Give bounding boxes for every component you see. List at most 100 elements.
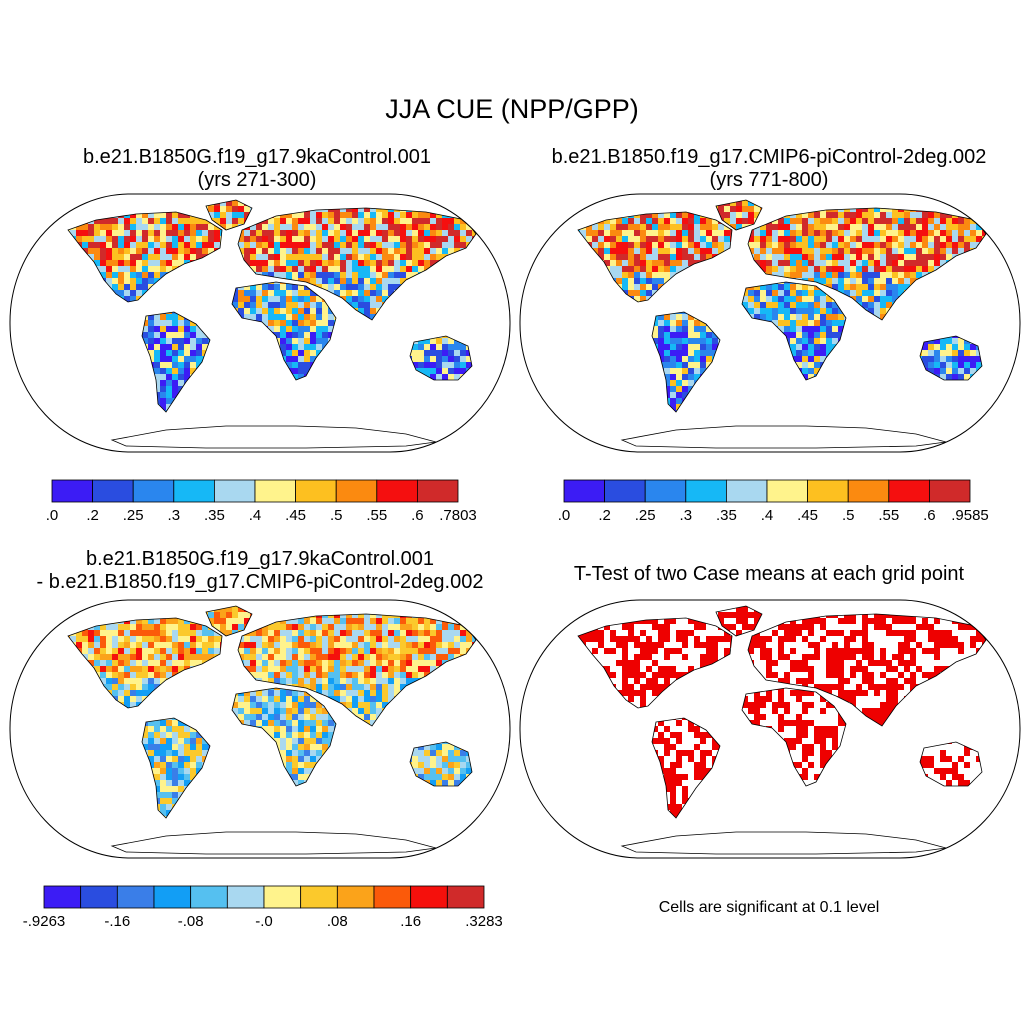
grid-cell bbox=[82, 260, 88, 266]
grid-cell bbox=[442, 272, 448, 278]
grid-cell bbox=[142, 200, 148, 206]
grid-cell bbox=[604, 236, 610, 242]
grid-cell bbox=[88, 272, 94, 278]
grid-cell bbox=[454, 194, 460, 200]
grid-cell bbox=[928, 206, 934, 212]
grid-cell bbox=[136, 392, 142, 398]
grid-cell bbox=[1006, 242, 1012, 248]
grid-cell bbox=[370, 338, 376, 344]
grid-cell bbox=[184, 194, 190, 200]
grid-cell bbox=[286, 350, 292, 356]
grid-cell bbox=[898, 290, 904, 296]
grid-cell bbox=[154, 206, 160, 212]
grid-cell bbox=[40, 224, 46, 230]
grid-cell bbox=[868, 224, 874, 230]
grid-cell bbox=[544, 272, 550, 278]
grid-cell bbox=[166, 296, 172, 302]
grid-cell bbox=[22, 350, 28, 356]
grid-cell bbox=[34, 296, 40, 302]
grid-cell bbox=[832, 254, 838, 260]
grid-cell bbox=[418, 356, 424, 362]
grid-cell bbox=[280, 224, 286, 230]
grid-cell bbox=[946, 248, 952, 254]
grid-cell bbox=[892, 230, 898, 236]
grid-cell bbox=[208, 326, 214, 332]
grid-cell bbox=[232, 314, 238, 320]
grid-cell bbox=[118, 362, 124, 368]
grid-cell bbox=[412, 398, 418, 404]
grid-cell bbox=[802, 290, 808, 296]
grid-cell bbox=[730, 308, 736, 314]
grid-cell bbox=[688, 224, 694, 230]
grid-cell bbox=[838, 260, 844, 266]
grid-cell bbox=[760, 224, 766, 230]
grid-cell bbox=[838, 230, 844, 236]
grid-cell bbox=[202, 368, 208, 374]
grid-cell bbox=[298, 332, 304, 338]
grid-cell bbox=[94, 374, 100, 380]
grid-cell bbox=[508, 224, 514, 230]
grid-cell bbox=[130, 230, 136, 236]
grid-cell bbox=[160, 230, 166, 236]
grid-cell bbox=[598, 284, 604, 290]
grid-cell bbox=[460, 194, 466, 200]
grid-cell bbox=[808, 230, 814, 236]
grid-cell bbox=[544, 224, 550, 230]
grid-cell bbox=[52, 230, 58, 236]
grid-cell bbox=[304, 332, 310, 338]
grid-cell bbox=[382, 212, 388, 218]
grid-cell bbox=[322, 398, 328, 404]
grid-cell bbox=[310, 386, 316, 392]
grid-cell bbox=[526, 242, 532, 248]
grid-cell bbox=[178, 284, 184, 290]
grid-cell bbox=[424, 242, 430, 248]
grid-cell bbox=[352, 242, 358, 248]
grid-cell bbox=[274, 230, 280, 236]
grid-cell bbox=[790, 194, 796, 200]
grid-cell bbox=[448, 404, 454, 410]
grid-cell bbox=[580, 308, 586, 314]
grid-cell bbox=[394, 230, 400, 236]
grid-cell bbox=[694, 236, 700, 242]
grid-cell bbox=[562, 302, 568, 308]
grid-cell bbox=[220, 332, 226, 338]
grid-cell bbox=[490, 308, 496, 314]
grid-cell bbox=[250, 260, 256, 266]
grid-cell bbox=[70, 362, 76, 368]
grid-cell bbox=[124, 260, 130, 266]
grid-cell bbox=[166, 272, 172, 278]
grid-cell bbox=[988, 224, 994, 230]
grid-cell bbox=[142, 296, 148, 302]
grid-cell bbox=[802, 224, 808, 230]
grid-cell bbox=[478, 200, 484, 206]
grid-cell bbox=[760, 314, 766, 320]
grid-cell bbox=[364, 338, 370, 344]
grid-cell bbox=[586, 194, 592, 200]
grid-cell bbox=[40, 266, 46, 272]
grid-cell bbox=[904, 296, 910, 302]
grid-cell bbox=[634, 308, 640, 314]
grid-cell bbox=[52, 332, 58, 338]
grid-cell bbox=[652, 242, 658, 248]
grid-cell bbox=[316, 266, 322, 272]
grid-cell bbox=[178, 398, 184, 404]
grid-cell bbox=[274, 374, 280, 380]
grid-cell bbox=[580, 260, 586, 266]
grid-cell bbox=[760, 242, 766, 248]
grid-cell bbox=[10, 398, 16, 404]
grid-cell bbox=[928, 296, 934, 302]
grid-cell bbox=[370, 224, 376, 230]
grid-cell bbox=[994, 206, 1000, 212]
grid-cell bbox=[142, 194, 148, 200]
grid-cell bbox=[274, 206, 280, 212]
grid-cell bbox=[68, 296, 70, 302]
grid-cell bbox=[784, 272, 790, 278]
grid-cell bbox=[418, 350, 424, 356]
grid-cell bbox=[766, 254, 772, 260]
grid-cell bbox=[160, 374, 166, 380]
grid-cell bbox=[430, 308, 436, 314]
grid-cell bbox=[772, 284, 778, 290]
grid-cell bbox=[178, 410, 184, 412]
grid-cell bbox=[826, 206, 832, 212]
grid-cell bbox=[826, 278, 832, 284]
